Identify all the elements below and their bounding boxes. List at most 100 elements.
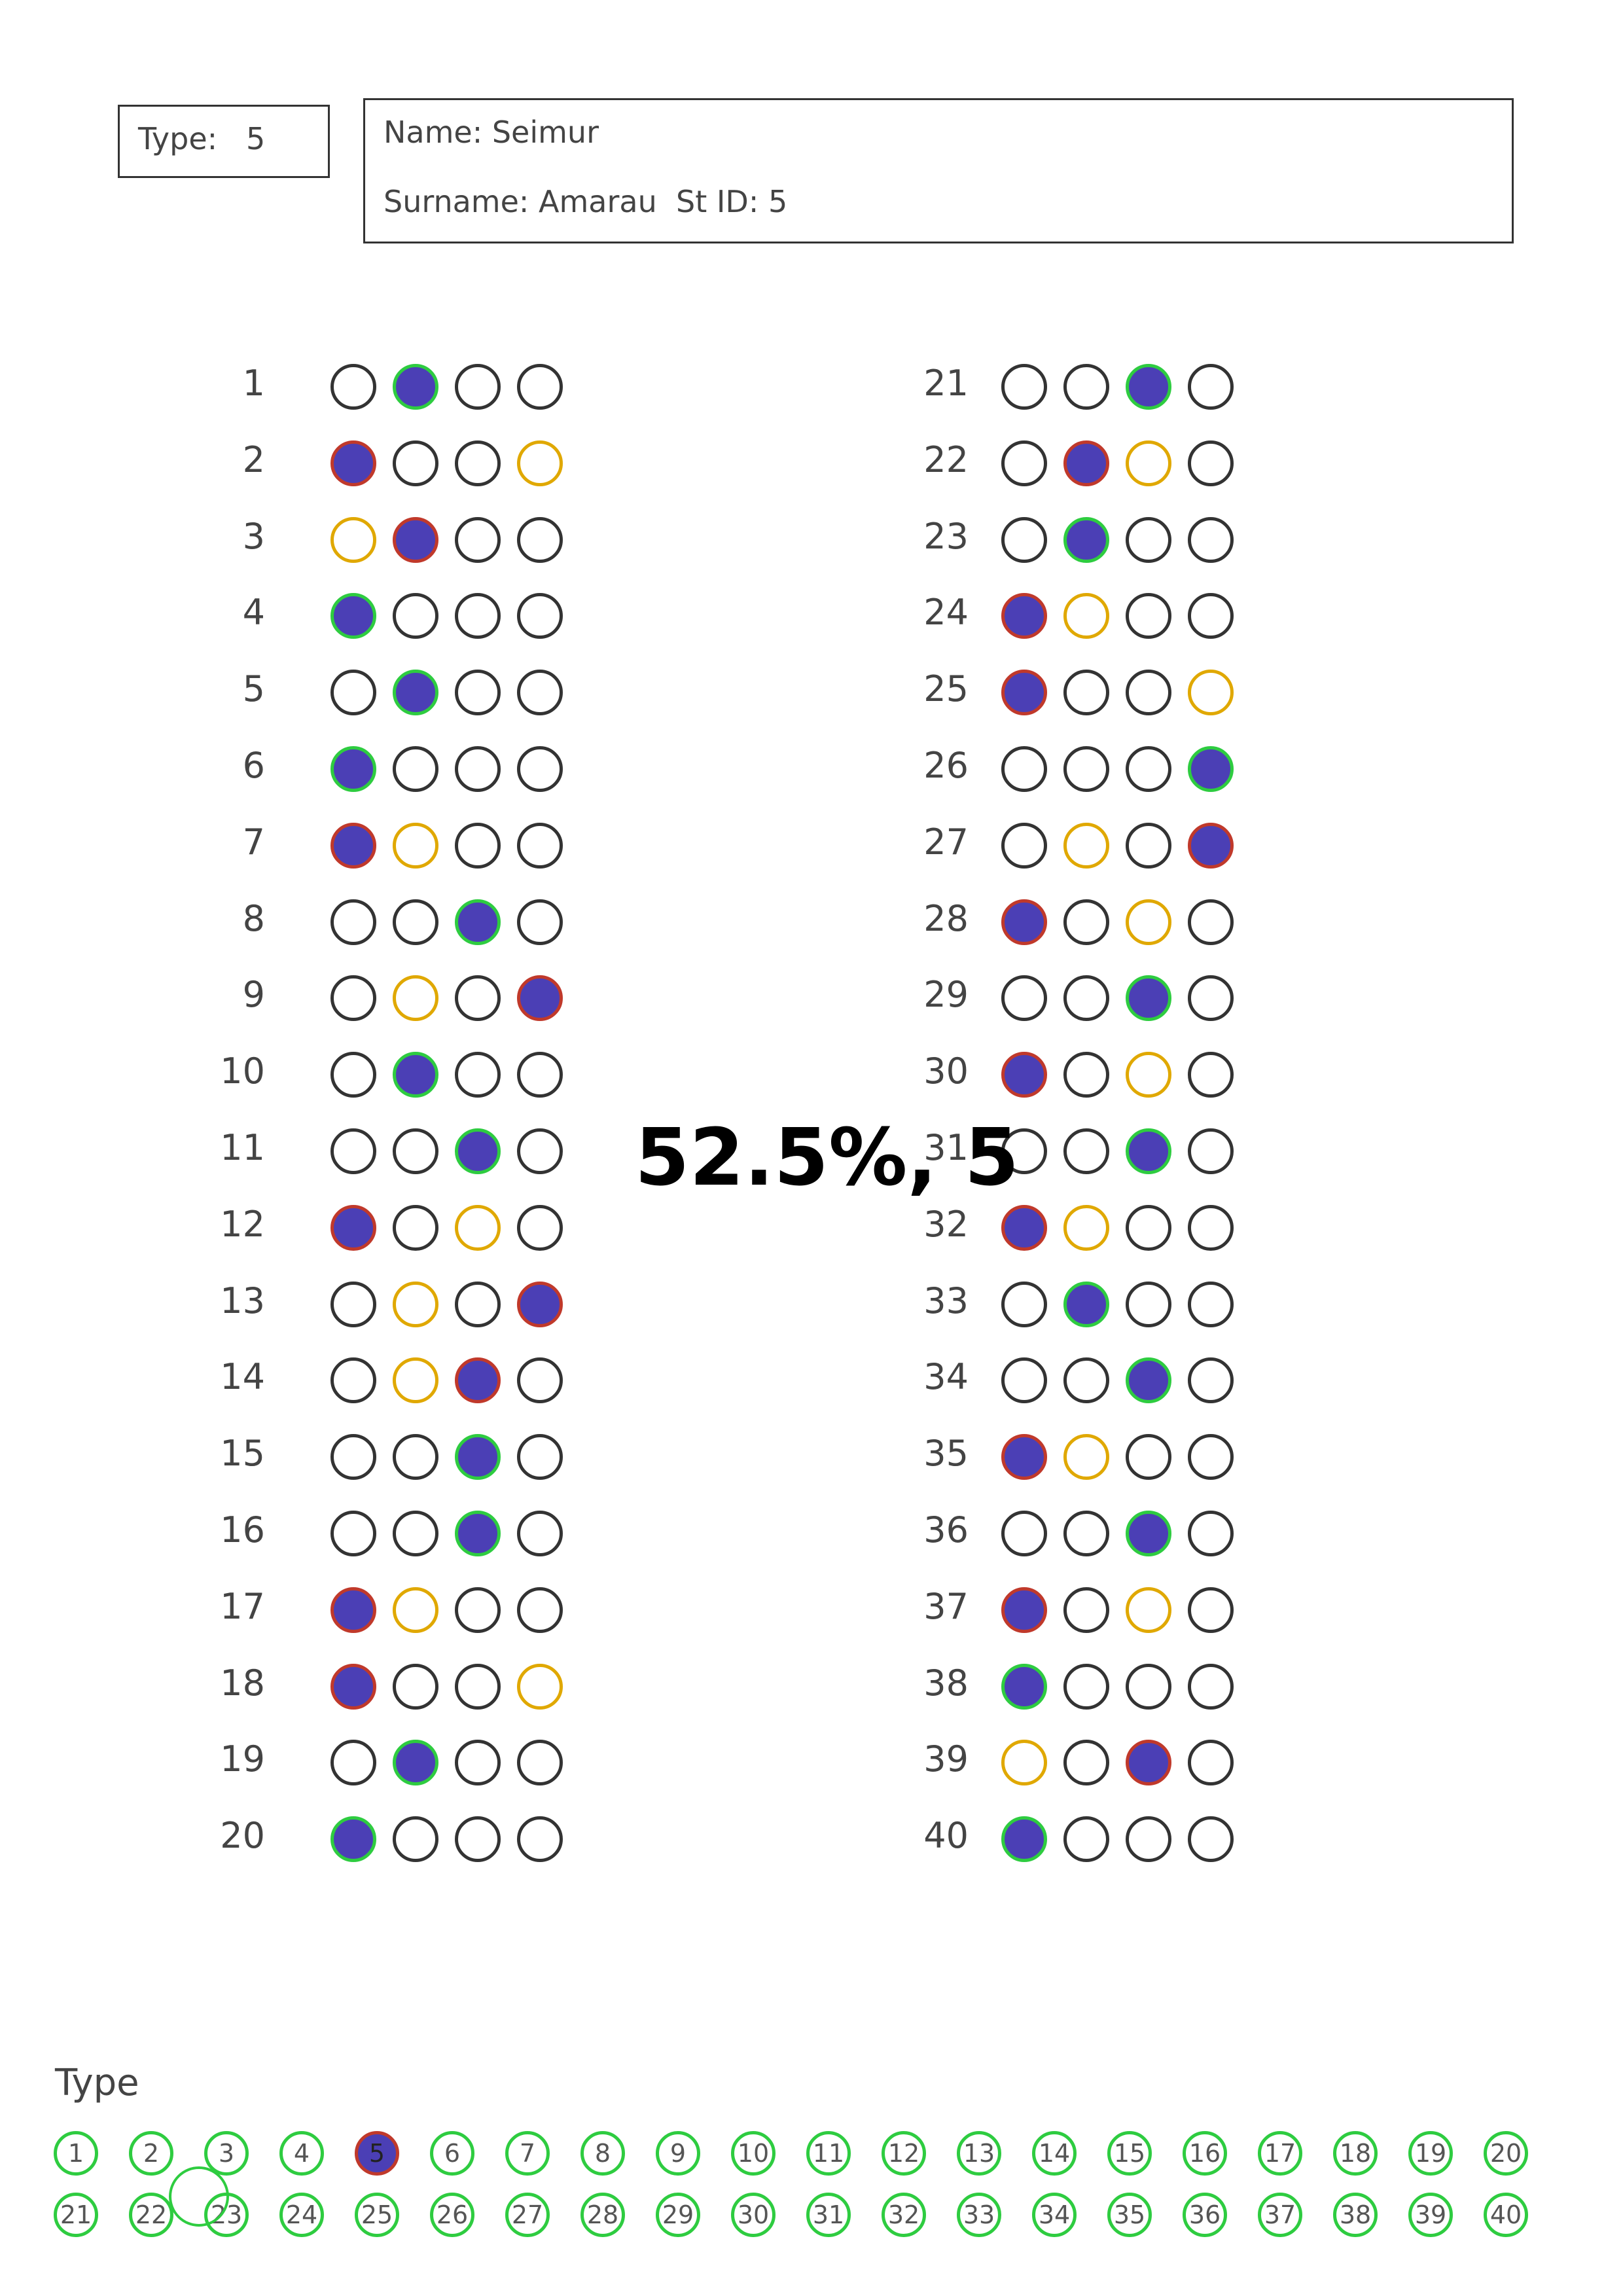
answer-bubble-28-2[interactable] xyxy=(1063,899,1109,945)
answer-bubble-37-3[interactable] xyxy=(1126,1587,1171,1633)
answer-bubble-2-4[interactable] xyxy=(517,440,563,486)
answer-bubble-11-1[interactable] xyxy=(330,1128,376,1174)
type-option-2[interactable]: 2 xyxy=(129,2131,173,2176)
answer-bubble-37-2[interactable] xyxy=(1063,1587,1109,1633)
type-option-15[interactable]: 15 xyxy=(1107,2131,1152,2176)
answer-bubble-13-3[interactable] xyxy=(455,1281,501,1327)
answer-bubble-32-3[interactable] xyxy=(1126,1204,1171,1251)
answer-bubble-11-2[interactable] xyxy=(393,1128,438,1174)
answer-bubble-7-1[interactable] xyxy=(330,822,376,869)
type-option-28[interactable]: 28 xyxy=(580,2193,625,2237)
answer-bubble-32-4[interactable] xyxy=(1188,1204,1234,1251)
answer-bubble-32-1[interactable] xyxy=(1001,1204,1047,1251)
answer-bubble-12-1[interactable] xyxy=(330,1204,376,1251)
answer-bubble-13-4[interactable] xyxy=(517,1281,563,1327)
type-option-40[interactable]: 40 xyxy=(1484,2193,1528,2237)
answer-bubble-21-4[interactable] xyxy=(1188,364,1234,410)
answer-bubble-40-3[interactable] xyxy=(1126,1816,1171,1863)
type-option-24[interactable]: 24 xyxy=(279,2193,324,2237)
answer-bubble-31-3[interactable] xyxy=(1126,1128,1171,1174)
type-option-4[interactable]: 4 xyxy=(279,2131,324,2176)
answer-bubble-14-3[interactable] xyxy=(455,1357,501,1404)
answer-bubble-37-1[interactable] xyxy=(1001,1587,1047,1633)
answer-bubble-23-4[interactable] xyxy=(1188,516,1234,563)
answer-bubble-8-2[interactable] xyxy=(393,899,438,945)
answer-bubble-35-1[interactable] xyxy=(1001,1434,1047,1480)
answer-bubble-18-1[interactable] xyxy=(330,1663,376,1710)
answer-bubble-17-4[interactable] xyxy=(517,1587,563,1633)
answer-bubble-40-2[interactable] xyxy=(1063,1816,1109,1863)
type-option-32[interactable]: 32 xyxy=(882,2193,926,2237)
answer-bubble-38-2[interactable] xyxy=(1063,1663,1109,1710)
answer-bubble-13-1[interactable] xyxy=(330,1281,376,1327)
type-option-27[interactable]: 27 xyxy=(505,2193,550,2237)
answer-bubble-16-1[interactable] xyxy=(330,1511,376,1556)
type-option-18[interactable]: 18 xyxy=(1333,2131,1378,2176)
answer-bubble-35-3[interactable] xyxy=(1126,1434,1171,1480)
answer-bubble-23-1[interactable] xyxy=(1001,516,1047,563)
answer-bubble-31-4[interactable] xyxy=(1188,1128,1234,1174)
type-option-6[interactable]: 6 xyxy=(430,2131,474,2176)
answer-bubble-5-1[interactable] xyxy=(330,670,376,716)
answer-bubble-13-2[interactable] xyxy=(393,1281,438,1327)
answer-bubble-3-2[interactable] xyxy=(393,516,438,563)
type-option-26[interactable]: 26 xyxy=(430,2193,474,2237)
answer-bubble-27-2[interactable] xyxy=(1063,822,1109,869)
answer-bubble-32-2[interactable] xyxy=(1063,1204,1109,1251)
answer-bubble-10-4[interactable] xyxy=(517,1052,563,1098)
answer-bubble-22-1[interactable] xyxy=(1001,440,1047,486)
type-option-39[interactable]: 39 xyxy=(1408,2193,1453,2237)
type-option-19[interactable]: 19 xyxy=(1408,2131,1453,2176)
answer-bubble-27-3[interactable] xyxy=(1126,822,1171,869)
answer-bubble-18-2[interactable] xyxy=(393,1663,438,1710)
type-option-21[interactable]: 21 xyxy=(54,2193,98,2237)
answer-bubble-7-3[interactable] xyxy=(455,822,501,869)
answer-bubble-3-1[interactable] xyxy=(330,516,376,563)
answer-bubble-23-3[interactable] xyxy=(1126,516,1171,563)
answer-bubble-33-2[interactable] xyxy=(1063,1281,1109,1327)
answer-bubble-18-4[interactable] xyxy=(517,1663,563,1710)
type-option-14[interactable]: 14 xyxy=(1032,2131,1077,2176)
answer-bubble-7-4[interactable] xyxy=(517,822,563,869)
answer-bubble-30-1[interactable] xyxy=(1001,1052,1047,1098)
answer-bubble-29-2[interactable] xyxy=(1063,975,1109,1022)
answer-bubble-36-1[interactable] xyxy=(1001,1511,1047,1556)
answer-bubble-24-4[interactable] xyxy=(1188,593,1234,639)
answer-bubble-20-2[interactable] xyxy=(393,1816,438,1863)
answer-bubble-39-2[interactable] xyxy=(1063,1740,1109,1786)
answer-bubble-20-3[interactable] xyxy=(455,1816,501,1863)
answer-bubble-22-3[interactable] xyxy=(1126,440,1171,486)
answer-bubble-25-2[interactable] xyxy=(1063,670,1109,716)
answer-bubble-9-3[interactable] xyxy=(455,975,501,1022)
answer-bubble-4-3[interactable] xyxy=(455,593,501,639)
answer-bubble-11-3[interactable] xyxy=(455,1128,501,1174)
answer-bubble-26-3[interactable] xyxy=(1126,746,1171,792)
answer-bubble-39-1[interactable] xyxy=(1001,1740,1047,1786)
answer-bubble-15-1[interactable] xyxy=(330,1434,376,1480)
answer-bubble-6-2[interactable] xyxy=(393,746,438,792)
answer-bubble-33-3[interactable] xyxy=(1126,1281,1171,1327)
answer-bubble-5-3[interactable] xyxy=(455,670,501,716)
answer-bubble-25-1[interactable] xyxy=(1001,670,1047,716)
type-option-29[interactable]: 29 xyxy=(656,2193,700,2237)
answer-bubble-21-3[interactable] xyxy=(1126,364,1171,410)
answer-bubble-22-4[interactable] xyxy=(1188,440,1234,486)
answer-bubble-19-2[interactable] xyxy=(393,1740,438,1786)
answer-bubble-15-2[interactable] xyxy=(393,1434,438,1480)
type-option-22[interactable]: 22 xyxy=(129,2193,173,2237)
type-option-1[interactable]: 1 xyxy=(54,2131,98,2176)
answer-bubble-16-2[interactable] xyxy=(393,1511,438,1556)
answer-bubble-38-3[interactable] xyxy=(1126,1663,1171,1710)
type-option-34[interactable]: 34 xyxy=(1032,2193,1077,2237)
answer-bubble-25-4[interactable] xyxy=(1188,670,1234,716)
answer-bubble-23-2[interactable] xyxy=(1063,516,1109,563)
answer-bubble-28-3[interactable] xyxy=(1126,899,1171,945)
answer-bubble-5-4[interactable] xyxy=(517,670,563,716)
type-option-37[interactable]: 37 xyxy=(1258,2193,1302,2237)
answer-bubble-18-3[interactable] xyxy=(455,1663,501,1710)
type-option-13[interactable]: 13 xyxy=(957,2131,1001,2176)
answer-bubble-36-3[interactable] xyxy=(1126,1511,1171,1556)
answer-bubble-31-2[interactable] xyxy=(1063,1128,1109,1174)
answer-bubble-40-4[interactable] xyxy=(1188,1816,1234,1863)
answer-bubble-3-4[interactable] xyxy=(517,516,563,563)
